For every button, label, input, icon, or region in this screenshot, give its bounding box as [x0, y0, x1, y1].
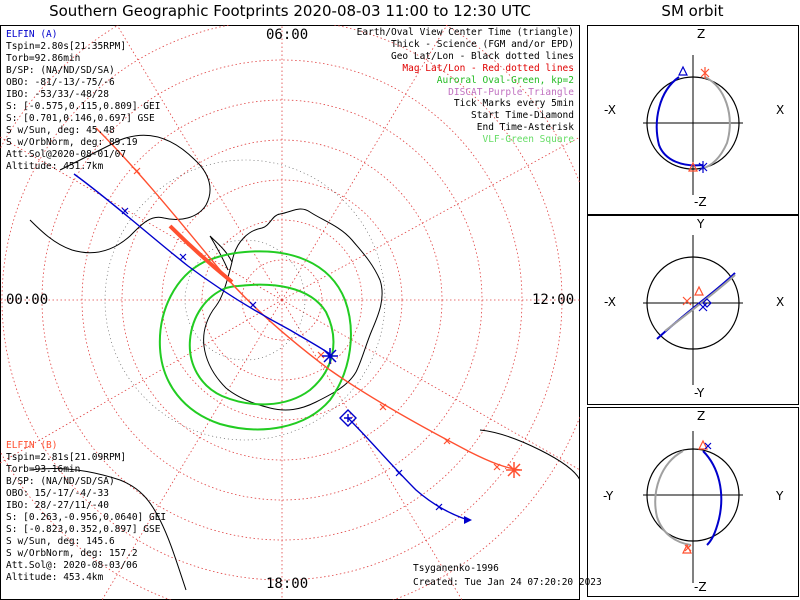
sm-yz-top-label: Z — [697, 409, 706, 423]
elfin-b-info-line: Altitude: 453.4km — [6, 572, 104, 583]
legend-entry: Thick - Science (FGM and/or EPD) — [390, 38, 574, 50]
sm-panel-yz-frame — [587, 407, 799, 597]
elfin-a-info: Tspin=2.80s[21.35RPM] Torb=92.86min B/SP: … — [6, 41, 160, 173]
elfin-a-info-line: Altitude: 451.7km — [6, 161, 104, 172]
elfin-b-label: ELFIN (B) — [6, 440, 58, 451]
legend-entry: End Time-Asterisk — [476, 122, 574, 134]
auroral-oval-inner — [188, 283, 335, 406]
model-credit: Tsyganenko-1996 — [413, 563, 499, 574]
elfin-a-start-diamond — [339, 409, 357, 427]
sm-panel-yz — [643, 431, 743, 583]
elfin-b-info-line: S w/Sun, deg: 145.6 — [6, 536, 115, 547]
elfin-b-info-line: S: [0.263,-0.956,0.0640] GEI — [6, 512, 167, 523]
elfin-a-track — [73, 173, 331, 355]
elfin-b-info-line: B/SP: (NA/ND/SD/SA) — [6, 476, 115, 487]
sm-yz-left-label: -Y — [603, 489, 614, 503]
legend-entry: Start Time-Diamond — [471, 110, 574, 122]
elfin-a-info-line: B/SP: (NA/ND/SD/SA) — [6, 65, 115, 76]
sm-xz-right-label: X — [776, 103, 785, 117]
elfin-a-info-line: Torb=92.86min — [6, 53, 81, 64]
antarctica-outline — [203, 208, 383, 411]
sm-yz-bottom-label: -Z — [694, 580, 707, 594]
legend: Earth/Oval View Center Time (triangle) Th… — [357, 27, 574, 146]
polar-footprint-map — [0, 25, 580, 600]
elfin-b-info-line: OBO: 15/-17/-4/-33 — [6, 488, 109, 499]
sm-xy-top-label: Y — [697, 217, 705, 231]
created-timestamp: Created: Tue Jan 24 07:20:20 2023 — [413, 577, 602, 588]
elfin-a-track-2 — [347, 417, 469, 521]
sm-xy-bottom-label: -Y — [694, 386, 705, 400]
sm-xz-top-label: Z — [697, 27, 706, 41]
hour-label-top: 06:00 — [266, 27, 309, 43]
sm-xy-right-label: X — [776, 295, 785, 309]
south-america-outline — [29, 134, 211, 254]
elfin-b-info-line: IBO: 28/-27/11/-40 — [6, 500, 109, 511]
elfin-a-start-marker — [464, 516, 472, 524]
elfin-a-info-line: OBO: -81/-13/-75/-6 — [6, 77, 115, 88]
elfin-a-info-line: S: [-0.575,0.115,0.809] GEI — [6, 101, 161, 112]
elfin-b-info-line: S w/OrbNorm, deg: 157.2 — [6, 548, 138, 559]
elfin-b-info-line: S: [-0.823,0.352,0.897] GSE — [6, 524, 161, 535]
elfin-a-info-line: Tspin=2.80s[21.35RPM] — [6, 41, 127, 52]
elfin-b-info-line: Tspin=2.81s[21.09RPM] — [6, 452, 127, 463]
legend-entry: Mag Lat/Lon - Red dotted lines — [402, 62, 574, 74]
elfin-b-info-line: Torb=93.16min — [6, 464, 81, 475]
legend-entry: DISCAT-Purple Triangle — [448, 86, 574, 98]
sm-panel-xy-frame — [587, 215, 799, 405]
legend-entry: Auroral Oval-Green, kp=2 — [436, 74, 574, 86]
legend-entry: VLF-Green Square — [482, 134, 574, 146]
hour-label-right: 12:00 — [532, 292, 575, 308]
elfin-a-info-line: Att.Sol@2020-08-01/07 — [6, 149, 127, 160]
elfin-a-ticks — [121, 207, 443, 511]
australia-outline — [479, 429, 580, 481]
elfin-b-end-asterisk — [506, 462, 522, 478]
sm-xz-left-label: -X — [604, 103, 616, 117]
auroral-oval-outer — [158, 250, 352, 431]
antarctic-peninsula — [209, 235, 233, 271]
legend-entry: Earth/Oval View Center Time (triangle) — [356, 27, 574, 38]
plot-title: Southern Geographic Footprints 2020-08-0… — [49, 2, 531, 20]
elfin-a-end-asterisk — [322, 348, 338, 364]
elfin-a-info-line: IBO: -53/33/-48/28 — [6, 89, 109, 100]
elfin-b-science-segment — [168, 224, 234, 284]
geo-grid — [104, 159, 386, 441]
elfin-a-info-line: S w/OrbNorm, deg: 89.19 — [6, 137, 138, 148]
sm-yz-right-label: Y — [776, 489, 784, 503]
africa-outline — [29, 468, 187, 591]
elfin-b-track — [95, 127, 521, 471]
sm-xy-left-label: -X — [604, 295, 616, 309]
legend-entry: Tick Marks every 5min — [453, 98, 574, 110]
sm-orbit-title: SM orbit — [661, 2, 724, 20]
legend-entry: Geo Lat/Lon - Black dotted lines — [390, 50, 574, 62]
elfin-a-label: ELFIN (A) — [6, 29, 58, 40]
elfin-b-ticks — [133, 167, 501, 471]
sm-xz-bottom-label: -Z — [694, 195, 707, 209]
hour-label-bottom: 18:00 — [266, 576, 309, 592]
sm-panel-xy — [643, 235, 743, 385]
sm-panel-xz-frame — [587, 25, 799, 215]
hour-label-left: 00:00 — [6, 292, 49, 308]
elfin-b-info-line: Att.Sol@: 2020-08-03/06 — [6, 560, 138, 571]
elfin-b-info: Tspin=2.81s[21.09RPM] Torb=93.16min B/SP: … — [6, 452, 166, 584]
elfin-a-info-line: S w/Sun, deg: 45.48 — [6, 125, 115, 136]
sm-panel-xz — [643, 55, 743, 195]
elfin-a-info-line: S: [0.701,0.146,0.697] GSE — [6, 113, 155, 124]
